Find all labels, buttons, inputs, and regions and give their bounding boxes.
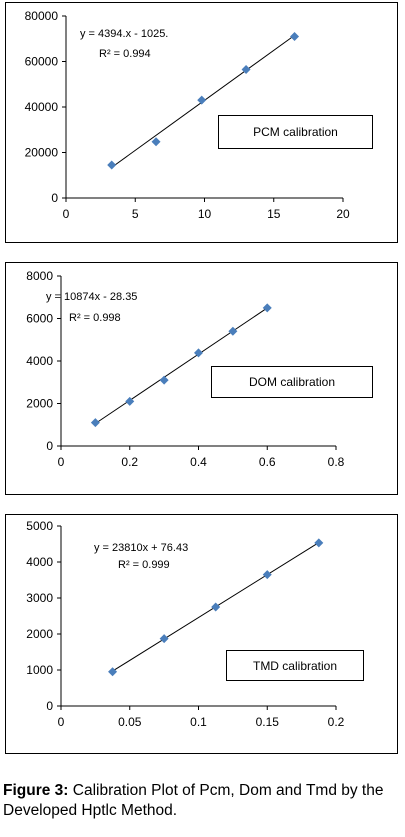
pcm-x-tick-label: 5 <box>132 207 139 221</box>
tmd-y-tick-label: 4000 <box>26 555 53 569</box>
tmd-r-squared: R² = 0.999 <box>118 559 170 571</box>
pcm-y-tick-label: 40000 <box>25 100 59 114</box>
dom-data-point <box>125 396 135 406</box>
pcm-data-point <box>241 64 251 74</box>
tmd-data-point <box>314 538 324 548</box>
tmd-y-tick-label: 5000 <box>26 519 53 533</box>
dom-equation: y = 10874x - 28.35 <box>46 291 138 303</box>
tmd-data-point <box>262 570 272 580</box>
figure-caption: Figure 3: Calibration Plot of Pcm, Dom a… <box>3 781 403 821</box>
pcm-y-tick-label: 20000 <box>25 146 59 160</box>
dom-x-tick-label: 0.6 <box>259 455 276 469</box>
tmd-label-box: TMD calibration <box>226 650 364 681</box>
tmd-plot-area: 0 1000 2000 3000 4000 5000 0 0.05 0.1 0.15 0.2 <box>26 519 345 729</box>
pcm-r-squared: R² = 0.994 <box>99 48 151 60</box>
dom-data-point <box>90 418 100 428</box>
pcm-y-tick-label: 80000 <box>25 9 59 23</box>
dom-x-tick-label: 0.4 <box>190 455 207 469</box>
chart-panel-pcm: 0 20000 40000 60000 80000 0 5 10 15 20 y = 4394.x… <box>5 2 398 243</box>
dom-data-point <box>194 348 203 358</box>
tmd-equation: y = 23810x + 76.43 <box>94 542 189 554</box>
pcm-y-tick-label: 60000 <box>25 55 59 69</box>
tmd-y-tick-label: 3000 <box>26 591 53 605</box>
tmd-data-point <box>159 634 169 644</box>
dom-plot-area: 0 2000 4000 6000 8000 0 0.2 0.4 0.6 0.8 <box>26 269 345 469</box>
dom-y-tick-label: 4000 <box>26 354 53 368</box>
dom-y-tick-label: 8000 <box>26 269 53 283</box>
dom-data-point <box>228 326 238 336</box>
tmd-y-tick-label: 2000 <box>26 627 53 641</box>
figure-caption-text: Calibration Plot of Pcm, Dom and Tmd by … <box>3 782 384 819</box>
pcm-y-tick-label: 0 <box>51 191 58 205</box>
pcm-data-point <box>290 31 300 41</box>
dom-trendline <box>95 307 268 424</box>
pcm-x-tick-label: 15 <box>267 207 281 221</box>
pcm-plot-area: 0 20000 40000 60000 80000 0 5 10 15 20 <box>25 9 350 221</box>
tmd-y-tick-label: 0 <box>46 699 53 713</box>
pcm-x-tick-label: 20 <box>336 207 350 221</box>
tmd-x-tick-label: 0.2 <box>328 715 345 729</box>
chart-panel-tmd: 0 1000 2000 3000 4000 5000 0 0.05 0.1 0.15 0.2 y =… <box>5 514 398 754</box>
tmd-data-point <box>211 602 221 612</box>
pcm-x-tick-label: 10 <box>198 207 212 221</box>
dom-data-point <box>159 375 169 385</box>
pcm-data-point <box>197 95 207 105</box>
chart-panel-dom: 0 2000 4000 6000 8000 0 0.2 0.4 0.6 0.8 y = 10874… <box>5 262 398 495</box>
dom-x-tick-label: 0 <box>58 455 65 469</box>
tmd-x-tick-label: 0.15 <box>256 715 280 729</box>
dom-data-point <box>262 303 272 313</box>
dom-x-tick-label: 0.2 <box>121 455 138 469</box>
tmd-y-tick-label: 1000 <box>26 663 53 677</box>
pcm-x-tick-label: 0 <box>63 207 70 221</box>
dom-r-squared: R² = 0.998 <box>69 312 121 324</box>
tmd-x-tick-label: 0.05 <box>118 715 142 729</box>
pcm-equation: y = 4394.x - 1025. <box>80 28 169 40</box>
pcm-data-point <box>107 160 117 170</box>
pcm-label-box: PCM calibration <box>218 115 373 149</box>
tmd-x-tick-label: 0.1 <box>190 715 207 729</box>
dom-y-tick-label: 0 <box>46 439 53 453</box>
pcm-data-point <box>151 137 161 147</box>
dom-label-box: DOM calibration <box>211 366 373 398</box>
dom-x-tick-label: 0.8 <box>328 455 345 469</box>
dom-y-tick-label: 2000 <box>26 397 53 411</box>
tmd-x-tick-label: 0 <box>58 715 65 729</box>
dom-y-tick-label: 6000 <box>26 312 53 326</box>
figure-caption-label: Figure 3: <box>3 782 69 799</box>
tmd-data-point <box>108 667 118 677</box>
